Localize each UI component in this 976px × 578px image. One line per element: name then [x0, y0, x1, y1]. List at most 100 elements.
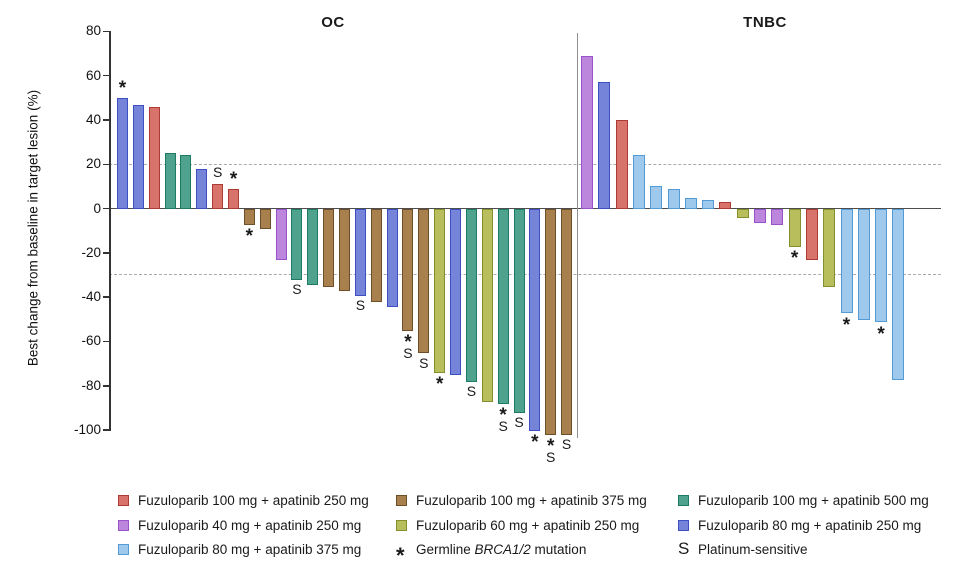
bar-tnbc-16: [840, 209, 853, 314]
legend-label-part: BRCA1/2: [474, 542, 531, 557]
bar-tnbc-19: [892, 209, 905, 380]
bar-oc-1: [117, 97, 128, 209]
annotation-platinum-s: S: [292, 281, 302, 298]
annotation-brca-star: *: [842, 314, 851, 336]
bar-tnbc-12: [771, 209, 784, 225]
annotation-platinum-s: S: [355, 296, 366, 313]
annotation-brca-star: *: [790, 248, 799, 270]
bar-oc-25: [497, 209, 509, 405]
annotation-platinum-s: S: [498, 418, 508, 435]
annotation-brca-star: *: [435, 374, 444, 396]
bar-oc-2: [132, 104, 144, 209]
y-tick-label: -80: [81, 377, 101, 393]
bar-oc-14: [323, 209, 335, 287]
reference-line-20: [109, 163, 941, 165]
annotation-brca-star: *: [229, 168, 238, 190]
bar-tnbc-3: [615, 120, 628, 209]
zero-axis-line: [109, 207, 941, 210]
y-tick-label: -100: [73, 422, 101, 438]
legend-label-plat: Platinum-sensitive: [698, 542, 808, 557]
panel-separator: [577, 33, 578, 438]
annotation-brca-star: *: [877, 323, 885, 345]
y-tick-mark: [103, 252, 109, 254]
y-axis-title: Best change from baseline in target lesi…: [25, 89, 41, 367]
annotation-brca-star: *: [404, 332, 412, 354]
y-tick-mark: [103, 30, 109, 33]
annotation-platinum-s: S: [212, 164, 223, 181]
annotation-platinum-s: S: [561, 436, 572, 453]
bar-oc-6: [196, 168, 208, 209]
bar-oc-5: [180, 155, 192, 209]
bar-oc-15: [339, 209, 351, 292]
annotation-brca-star: *: [245, 226, 254, 248]
panel-title-oc: OC: [321, 14, 345, 31]
bar-oc-28: [545, 209, 557, 436]
y-tick-label: -40: [81, 289, 101, 305]
bar-tnbc-13: [788, 209, 801, 247]
annotation-platinum-s: S: [546, 449, 556, 466]
bar-oc-29: [561, 209, 573, 436]
legend-label-teal500: Fuzuloparib 100 mg + apatinib 500 mg: [698, 493, 929, 508]
legend-swatch-purple250: [118, 520, 129, 531]
bar-tnbc-11: [754, 209, 766, 223]
y-tick-mark: [103, 296, 109, 298]
bar-tnbc-2: [598, 82, 611, 209]
panel-title-tnbc: TNBC: [743, 14, 787, 31]
y-tick-mark: [103, 119, 109, 121]
y-tick-mark: [103, 385, 109, 387]
bar-tnbc-8: [702, 199, 715, 209]
y-tick-mark: [103, 74, 109, 77]
y-tick-label: 60: [85, 67, 101, 83]
y-tick-label: -20: [81, 244, 101, 260]
legend-label-purple250: Fuzuloparib 40 mg + apatinib 250 mg: [138, 518, 362, 533]
legend-swatch-olive250: [396, 520, 407, 531]
bar-oc-26: [513, 209, 525, 414]
legend-glyph-plat: S: [678, 539, 690, 558]
annotation-brca-star: *: [118, 77, 127, 99]
bar-oc-12: [291, 209, 303, 281]
bar-oc-19: [402, 209, 414, 332]
bar-tnbc-9: [719, 201, 732, 209]
y-tick-label: 20: [85, 156, 101, 172]
bar-oc-11: [275, 209, 287, 261]
bar-oc-22: [450, 209, 462, 376]
reference-line--30: [109, 274, 941, 276]
legend-swatch-red250: [118, 495, 129, 506]
bar-tnbc-7: [684, 197, 697, 209]
bar-oc-16: [354, 209, 366, 296]
bar-tnbc-4: [632, 155, 645, 209]
legend-label-olive250: Fuzuloparib 60 mg + apatinib 250 mg: [416, 518, 640, 533]
bar-tnbc-17: [857, 209, 870, 321]
bar-tnbc-14: [805, 209, 818, 261]
bar-oc-8: [228, 188, 240, 209]
legend-label-red250: Fuzuloparib 100 mg + apatinib 250 mg: [138, 493, 369, 508]
annotation-platinum-s: S: [466, 383, 477, 400]
y-axis-line: [109, 31, 111, 431]
bar-oc-21: [434, 209, 446, 374]
y-tick-mark: [103, 207, 109, 210]
bar-oc-27: [529, 209, 541, 431]
legend-swatch-lblue375: [118, 544, 129, 555]
legend-glyph-brca: *: [396, 543, 405, 568]
bar-oc-4: [164, 153, 176, 209]
legend-swatch-teal500: [678, 495, 689, 506]
bar-tnbc-1: [581, 55, 593, 209]
y-tick-mark: [103, 163, 109, 166]
bar-oc-7: [212, 184, 224, 209]
y-tick-label: -60: [81, 333, 101, 349]
legend-label-blue250: Fuzuloparib 80 mg + apatinib 250 mg: [698, 518, 922, 533]
bar-oc-23: [465, 209, 477, 383]
legend-swatch-brown375: [396, 495, 407, 506]
bar-oc-3: [148, 106, 160, 209]
legend-swatch-blue250: [678, 520, 689, 531]
bar-tnbc-6: [667, 188, 680, 209]
legend-label-part: Germline: [416, 542, 475, 557]
legend-label-part: mutation: [530, 542, 587, 557]
annotation-platinum-s: S: [403, 345, 413, 362]
y-tick-label: 40: [85, 112, 101, 128]
y-tick-mark: [103, 429, 109, 431]
bar-oc-13: [307, 209, 319, 285]
bar-oc-24: [481, 209, 493, 402]
legend-label-lblue375: Fuzuloparib 80 mg + apatinib 375 mg: [138, 542, 362, 557]
